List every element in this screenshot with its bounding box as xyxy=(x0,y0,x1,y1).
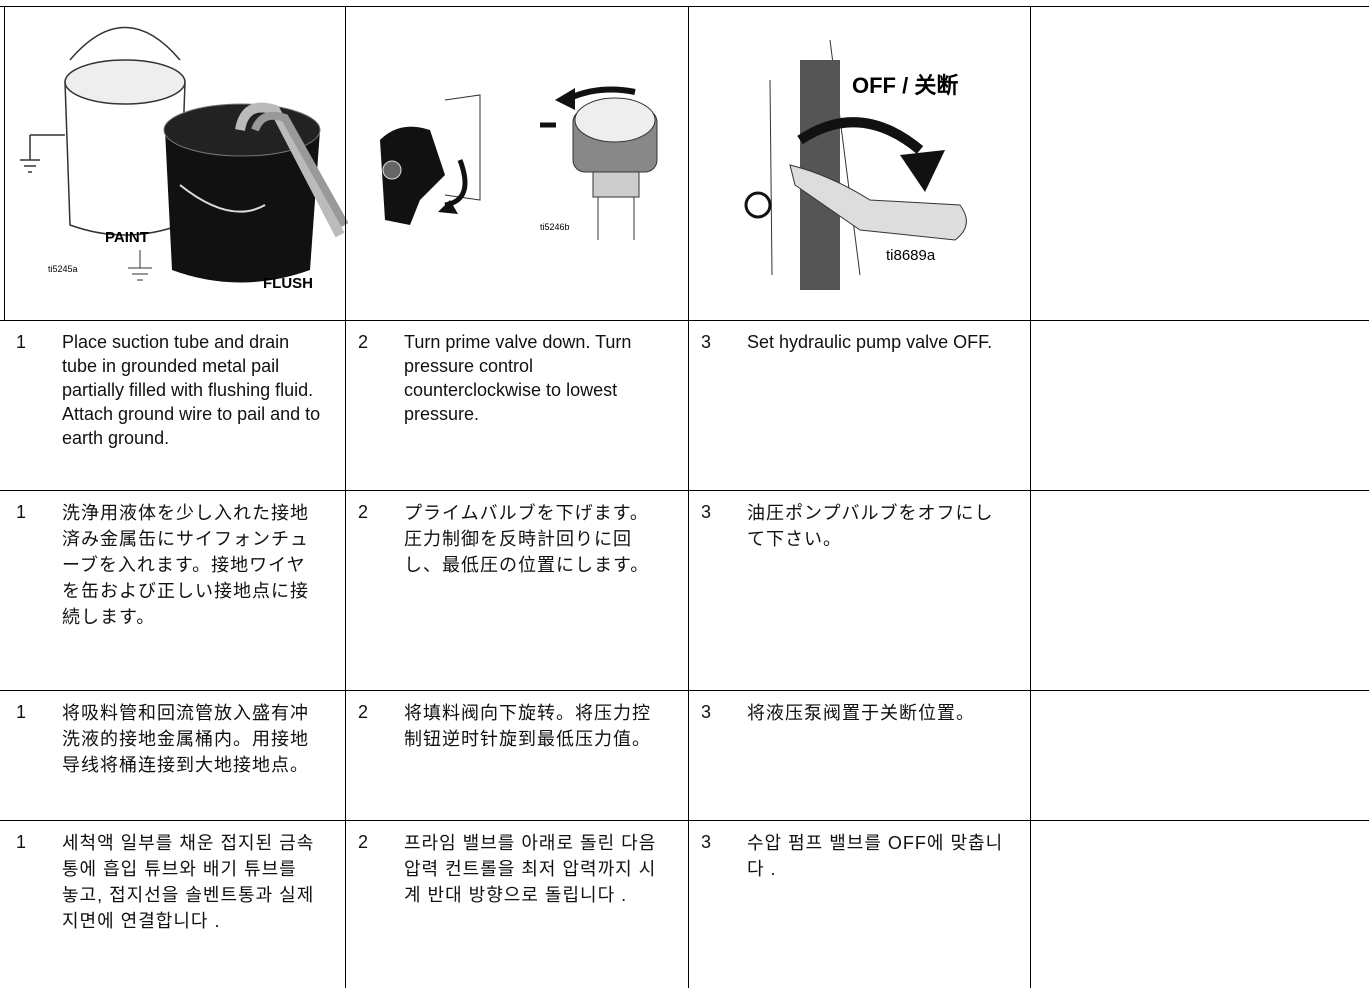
step-number: 3 xyxy=(701,702,713,722)
step-number: 1 xyxy=(16,832,28,852)
instruction: 수압 펌프 밸브를 OFF에 맞춥니다 . xyxy=(747,833,1004,879)
rule xyxy=(345,6,346,988)
rule xyxy=(0,490,1369,491)
step-number: 3 xyxy=(701,502,713,522)
rule xyxy=(688,6,689,988)
instruction: 将填料阀向下旋转。将压力控制钮逆时针旋到最低压力值。 xyxy=(404,703,651,749)
instruction: 油圧ポンプバルブをオフにして下さい。 xyxy=(747,503,994,549)
instruction: 将吸料管和回流管放入盛有冲洗液的接地金属桶内。用接地导线将桶连接到大地接地点。 xyxy=(62,703,309,775)
rule xyxy=(0,6,1369,7)
rule xyxy=(0,320,1369,321)
instruction: 将液压泵阀置于关断位置。 xyxy=(747,703,975,723)
step-number: 1 xyxy=(16,702,28,722)
step-number: 1 xyxy=(16,332,27,352)
image-label: FLUSH xyxy=(263,275,313,292)
image-label: ti5245a xyxy=(48,264,78,274)
instruction: 세척액 일부를 채운 접지된 금속 통에 흡입 튜브와 배기 튜브를 놓고, 접… xyxy=(62,833,315,931)
prime-valve xyxy=(380,86,658,240)
paint-pail xyxy=(20,26,186,236)
rule xyxy=(0,690,1369,691)
step-number: 1 xyxy=(16,502,28,522)
rule xyxy=(0,820,1369,821)
image-label: ti5246b xyxy=(540,222,570,232)
rule xyxy=(4,6,5,320)
instruction: Place suction tube and drain tube in gro… xyxy=(62,332,321,448)
step-number: 2 xyxy=(358,702,370,722)
hydraulic-valve xyxy=(744,39,967,290)
illustrations: PAINT ti5245a FLUSH ti5246b xyxy=(20,26,967,292)
flush-pail xyxy=(128,102,349,283)
image-label: OFF / 关断 xyxy=(852,73,958,98)
instruction: 洗浄用液体を少し入れた接地済み金属缶にサイフォンチューブを入れます。接地ワイヤを… xyxy=(62,503,309,627)
image-label: PAINT xyxy=(105,229,149,246)
step-number: 3 xyxy=(701,332,712,352)
step-number: 2 xyxy=(358,502,370,522)
step-number: 3 xyxy=(701,832,713,852)
instruction: Set hydraulic pump valve OFF. xyxy=(747,332,993,352)
rule xyxy=(1030,6,1031,988)
instruction: 프라임 밸브를 아래로 돌린 다음 압력 컨트롤을 최저 압력까지 시계 반대 … xyxy=(404,833,657,905)
instruction: Turn prime valve down. Turn pressure con… xyxy=(404,332,632,424)
step-number: 2 xyxy=(358,332,369,352)
step-number: 2 xyxy=(358,832,370,852)
image-label: ti8689a xyxy=(886,247,936,264)
instruction: プライムバルブを下げます。圧力制御を反時計回りに回し、最低圧の位置にします。 xyxy=(404,503,650,575)
